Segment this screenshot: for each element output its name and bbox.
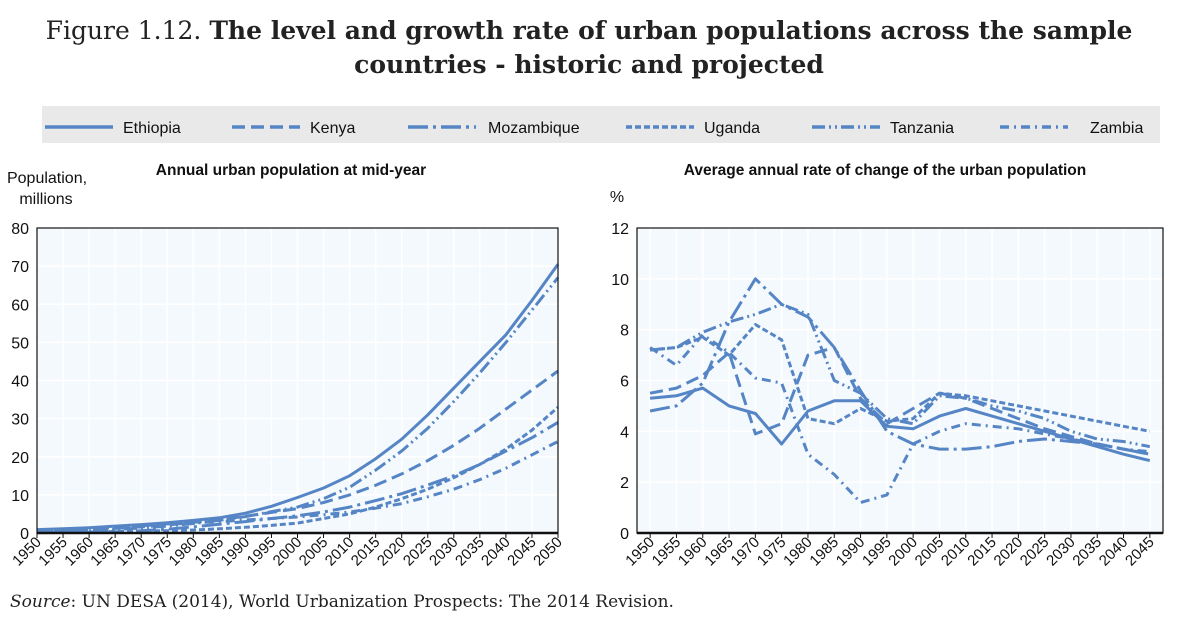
level-chart-xtick-label: 2050 (530, 534, 566, 570)
level-chart-xtick-label: 1970 (113, 534, 149, 570)
rate-chart-xtick-label: 1970 (728, 534, 764, 570)
level-chart-ylabel-line2: millions (19, 191, 72, 208)
level-chart-xtick-label: 2035 (452, 534, 488, 570)
rate-chart-ytick-label: 0 (620, 526, 629, 543)
level-chart-ytick-label: 50 (11, 335, 29, 352)
legend-label-zambia: Zambia (1090, 120, 1143, 137)
level-chart-series-uganda (37, 406, 559, 534)
level-chart-ytick-label: 40 (11, 374, 29, 391)
legend-label-mozambique: Mozambique (488, 120, 580, 137)
rate-chart-xtick-label: 1975 (754, 534, 790, 570)
rate-chart-series-tanzania (649, 302, 1151, 449)
level-chart-xtick-label: 1960 (61, 534, 97, 570)
level-chart-xtick-label: 2040 (478, 534, 514, 570)
rate-chart-xtick-label: 1995 (859, 534, 895, 570)
rate-chart-xtick-label: 2015 (964, 534, 1000, 570)
level-chart-xtick-label: 1995 (244, 534, 280, 570)
level-chart-series-tanzania (36, 276, 560, 534)
rate-chart-series-zambia (649, 333, 1150, 504)
level-chart-xtick-label: 1955 (35, 534, 71, 570)
level-chart-xtick-label: 2025 (400, 534, 436, 570)
rate-chart-series-mozambique (649, 277, 1151, 456)
legend-label-kenya: Kenya (310, 120, 355, 137)
legend-label-tanzania: Tanzania (890, 120, 954, 137)
rate-chart-series-ethiopia (649, 386, 1151, 463)
level-chart-xtick-label: 2000 (270, 534, 306, 570)
level-chart-xtick-label: 2045 (504, 534, 540, 570)
level-chart-xtick-label: 1980 (166, 534, 202, 570)
level-chart-xtick-label: 2015 (348, 534, 384, 570)
level-chart-xtick-label: 2020 (374, 534, 410, 570)
rate-chart-ylabel: % (610, 189, 624, 206)
rate-chart-ytick-label: 6 (620, 374, 629, 391)
level-chart-xtick-label: 1950 (9, 534, 45, 570)
level-chart-xtick-label: 2005 (296, 534, 332, 570)
rate-chart-xtick-label: 1990 (833, 534, 869, 570)
level-chart-ytick-label: 70 (11, 259, 29, 276)
level-chart-xtick-label: 1990 (218, 534, 254, 570)
rate-chart-xtick-label: 1955 (649, 534, 685, 570)
figure-title: Figure 1.12. The level and growth rate o… (0, 14, 1178, 82)
rate-chart-xtick-label: 2030 (1043, 534, 1079, 570)
level-chart-title: Annual urban population at mid-year (156, 162, 426, 179)
rate-chart-xtick-label: 2020 (991, 534, 1027, 570)
rate-chart-xtick-label: 2010 (938, 534, 974, 570)
rate-chart-ytick-label: 12 (611, 221, 629, 238)
source-text: : UN DESA (2014), World Urbanization Pro… (70, 592, 674, 612)
level-chart-ytick-label: 0 (20, 526, 29, 543)
level-chart-ytick-label: 20 (11, 450, 29, 467)
rate-chart-series-kenya (649, 346, 1151, 456)
rate-chart-xtick-label: 1985 (806, 534, 842, 570)
rate-chart-xtick-label: 2025 (1017, 534, 1053, 570)
rate-chart-xtick-label: 1960 (675, 534, 711, 570)
level-chart-ylabel-line1: Population, (7, 170, 87, 187)
level-chart-xtick-label: 2030 (426, 534, 462, 570)
rate-chart-series-uganda (649, 323, 1151, 433)
figure-number: Figure 1.12. (45, 16, 202, 45)
rate-chart-xtick-label: 2045 (1122, 534, 1158, 570)
rate-chart-ytick-label: 4 (620, 424, 629, 441)
source-label: Source (10, 592, 71, 612)
rate-chart-ytick-label: 2 (620, 475, 629, 492)
level-chart-xtick-label: 1985 (192, 534, 228, 570)
source-note: Source: UN DESA (2014), World Urbanizati… (10, 592, 674, 612)
level-chart-ytick-label: 60 (11, 297, 29, 314)
rate-chart-xtick-label: 1980 (780, 534, 816, 570)
legend-label-uganda: Uganda (704, 120, 760, 137)
level-chart-xtick-label: 2010 (322, 534, 358, 570)
legend-background (42, 106, 1160, 143)
rate-chart-xtick-label: 2035 (1069, 534, 1105, 570)
rate-chart-ytick-label: 8 (620, 323, 629, 340)
level-chart-ytick-label: 80 (11, 221, 29, 238)
rate-chart-xtick-label: 2000 (885, 534, 921, 570)
rate-chart-xtick-label: 2005 (912, 534, 948, 570)
level-chart-xtick-label: 1965 (87, 534, 123, 570)
level-chart-ytick-label: 10 (11, 488, 29, 505)
level-chart-series-zambia (36, 440, 559, 533)
level-chart-ytick-label: 30 (11, 412, 29, 429)
rate-chart-ytick-label: 10 (611, 272, 629, 289)
figure-title-text: The level and growth rate of urban popul… (209, 16, 1133, 79)
rate-chart-xtick-label: 1965 (701, 534, 737, 570)
level-chart-xtick-label: 1975 (139, 534, 175, 570)
rate-chart-title: Average annual rate of change of the urb… (684, 162, 1086, 179)
legend-label-ethiopia: Ethiopia (123, 120, 181, 137)
rate-chart-xtick-label: 2040 (1096, 534, 1132, 570)
